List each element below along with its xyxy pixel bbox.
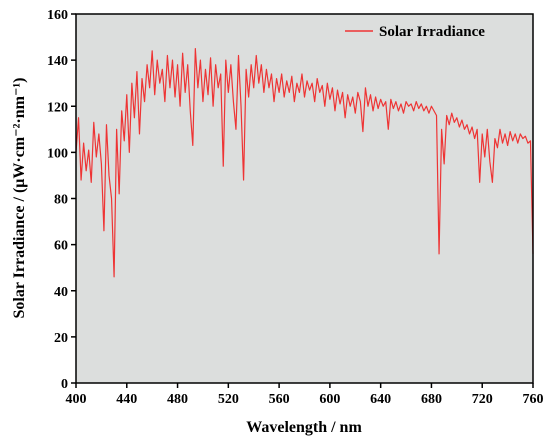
y-tick-label: 20 (54, 331, 68, 346)
x-axis-title: Wavelength / nm (246, 419, 362, 436)
y-tick-label: 60 (54, 239, 68, 254)
x-tick-label: 640 (370, 392, 391, 407)
y-tick-label: 120 (47, 100, 68, 115)
y-tick-label: 80 (54, 193, 68, 208)
x-tick-label: 440 (116, 392, 137, 407)
x-tick-label: 760 (523, 392, 544, 407)
x-tick-label: 680 (421, 392, 442, 407)
x-tick-label: 560 (269, 392, 290, 407)
plot-background (76, 14, 533, 383)
x-tick-label: 720 (472, 392, 493, 407)
y-tick-label: 160 (47, 8, 68, 23)
y-tick-label: 140 (47, 54, 68, 69)
y-tick-label: 100 (47, 146, 68, 161)
x-tick-label: 480 (167, 392, 188, 407)
y-tick-label: 40 (54, 285, 68, 300)
data-line (75, 47, 534, 278)
legend-label: Solar Irradiance (379, 24, 485, 40)
y-tick-label: 0 (61, 377, 68, 392)
y-axis-title: Solar Irradiance / (μW·cm⁻²·nm⁻¹) (11, 77, 28, 318)
x-tick-label: 600 (319, 392, 340, 407)
x-tick-label: 400 (66, 392, 87, 407)
x-tick-label: 520 (218, 392, 239, 407)
